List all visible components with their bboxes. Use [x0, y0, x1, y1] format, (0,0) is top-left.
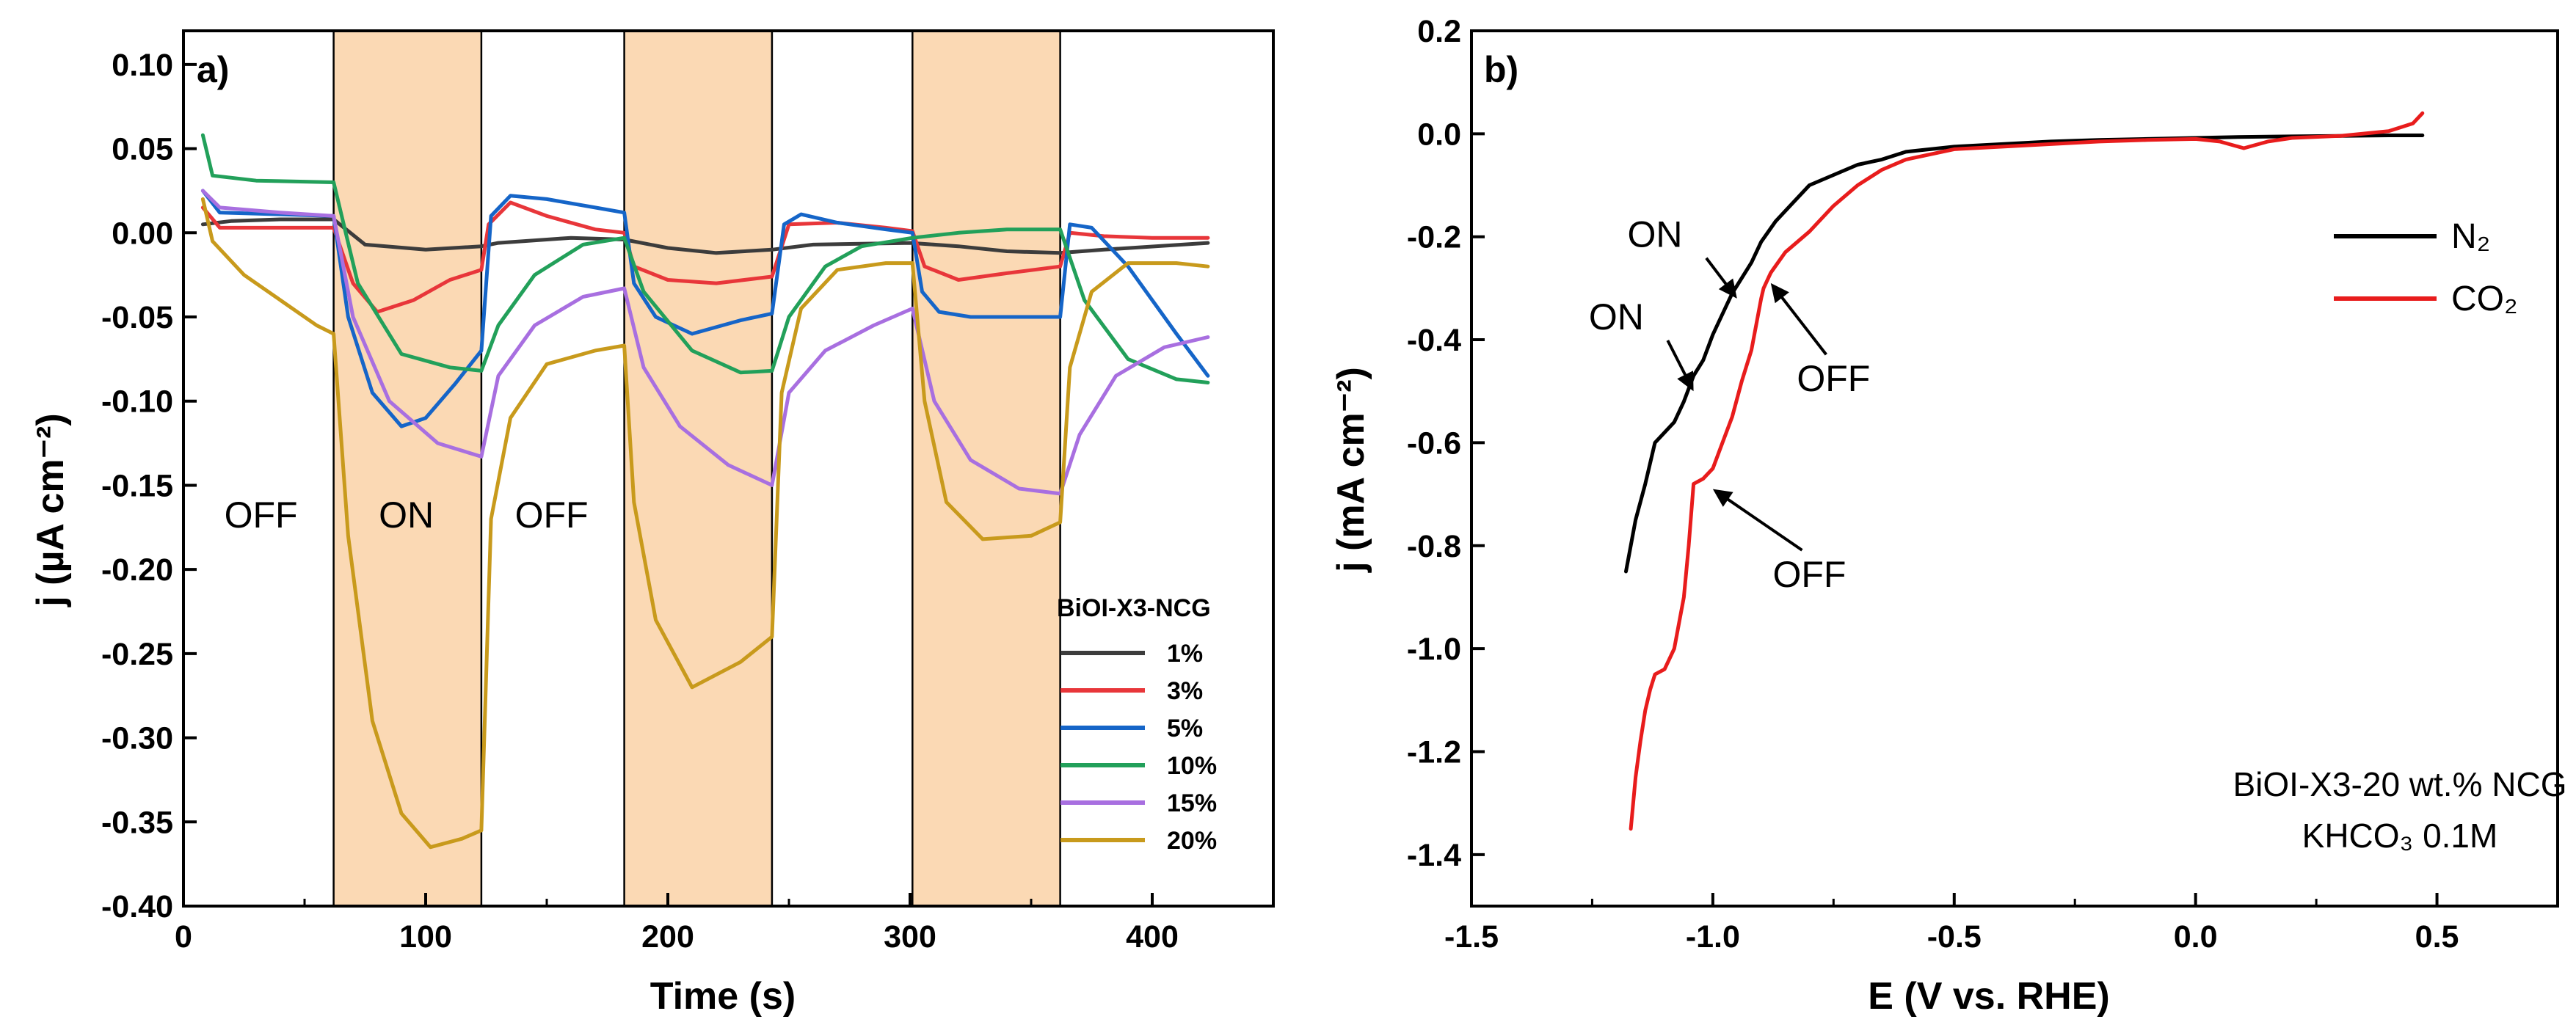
series-line-CO [1629, 111, 2425, 831]
y-axis-title: j (µA cm⁻²) [29, 413, 72, 607]
x-tick-label: -1.5 [1444, 919, 1499, 954]
legend-label: 1% [1167, 640, 1203, 668]
legend-label: 20% [1167, 827, 1217, 855]
x-tick-label: 0 [175, 919, 192, 954]
legend-label: 15% [1167, 789, 1217, 817]
y-tick-label: -1.2 [1407, 734, 1461, 770]
legend: N₂ CO₂ [2334, 217, 2518, 318]
panel-label: a) [197, 49, 229, 90]
x-axis-title: E (V vs. RHE) [1868, 975, 2109, 1018]
annotation-on: ON [379, 494, 434, 536]
y-tick-label: -0.2 [1407, 220, 1461, 255]
axis-ticks: 0 100 200 300 400 0.10 0.05 0.00 -0.05 -0.10 -0.15… [101, 48, 1179, 954]
x-tick-label: 0.5 [2415, 919, 2459, 954]
annotation-arrow-line [1705, 257, 1731, 290]
series-line-15 [200, 189, 1210, 496]
x-tick-label: 300 [884, 919, 936, 954]
x-tick-label: 200 [641, 919, 694, 954]
annotation-on: ON [1589, 296, 1644, 337]
annotation-off: OFF [515, 494, 589, 536]
x-tick-label: -1.0 [1686, 919, 1740, 954]
series-lines [1624, 111, 2425, 831]
y-tick-label: 0.00 [112, 216, 173, 251]
annotation-arrow-line [1666, 340, 1689, 382]
electrolyte-label: KHCO₃ 0.1M [2302, 817, 2498, 855]
on-region-band [332, 29, 483, 908]
y-tick-label: -0.20 [101, 552, 173, 588]
y-tick-label: -0.10 [101, 384, 173, 420]
annotation-on: ON [1627, 214, 1682, 255]
on-region-band [623, 29, 774, 908]
axis-ticks: -1.5 -1.0 -0.5 0.0 0.5 0.2 0.0 -0.2 -0.4 -0.6 -0.8… [1407, 14, 2459, 954]
legend-label: 3% [1167, 677, 1203, 705]
y-tick-label: -0.8 [1407, 529, 1461, 564]
y-tick-label: -0.30 [101, 721, 173, 756]
panel-label: b) [1484, 49, 1518, 90]
legend-label: 10% [1167, 752, 1217, 780]
series-line-10 [200, 133, 1210, 384]
y-tick-label: -0.25 [101, 637, 173, 672]
y-tick-label: -1.0 [1407, 632, 1461, 667]
sample-label: BiOI-X3-20 wt.% NCG [2233, 765, 2567, 803]
annotation-arrowhead [1677, 371, 1694, 392]
legend-label: CO₂ [2451, 280, 2518, 318]
y-tick-label: 0.2 [1417, 14, 1461, 49]
plot-frame [182, 29, 1275, 908]
x-tick-label: 0.0 [2174, 919, 2218, 954]
annotation-arrowhead [1712, 489, 1733, 507]
panel-a: 0 100 200 300 400 0.10 0.05 0.00 -0.05 -0.10 -0.15… [29, 29, 1275, 1018]
annotation-off: OFF [1797, 358, 1870, 399]
annotation-arrowhead [1718, 278, 1737, 299]
legend: BiOI-X3-NCG 1% 3% 5% 10% 15% 20% [1057, 594, 1217, 855]
y-tick-label: -0.15 [101, 468, 173, 503]
series-line-20 [200, 197, 1210, 850]
plot-frame [1470, 29, 2559, 908]
y-tick-label: -0.05 [101, 300, 173, 335]
annotation-off: OFF [1772, 554, 1846, 595]
legend-label: 5% [1167, 715, 1203, 742]
y-tick-label: -0.35 [101, 805, 173, 840]
x-tick-label: 400 [1126, 919, 1179, 954]
series-line-1 [200, 217, 1210, 255]
legend-title: BiOI-X3-NCG [1057, 594, 1211, 622]
y-tick-label: 0.05 [112, 132, 173, 167]
x-tick-label: 100 [399, 919, 452, 954]
series-line-N [1624, 134, 2425, 574]
series-lines [200, 133, 1210, 850]
annotation-off: OFF [225, 494, 298, 536]
y-tick-label: -0.40 [101, 889, 173, 924]
legend-label: N₂ [2451, 217, 2490, 256]
annotations: OFF ON OFF [225, 494, 589, 536]
annotation-arrow-line [1777, 291, 1827, 356]
x-tick-label: -0.5 [1927, 919, 1982, 954]
y-tick-label: -0.6 [1407, 426, 1461, 461]
y-tick-label: 0.0 [1417, 117, 1461, 152]
y-tick-label: -0.4 [1407, 323, 1461, 358]
y-axis-title: j (mA cm⁻²) [1330, 367, 1372, 573]
on-regions [332, 29, 1061, 908]
y-tick-label: 0.10 [112, 48, 173, 83]
x-axis-title: Time (s) [650, 975, 796, 1018]
annotation-arrowhead [1770, 282, 1789, 304]
annotations: ON ON OFF OFF [1589, 214, 1870, 595]
y-tick-label: -1.4 [1407, 838, 1461, 873]
series-line-5 [200, 189, 1210, 428]
annotation-arrow-line [1722, 494, 1803, 552]
panel-b: -1.5 -1.0 -0.5 0.0 0.5 0.2 0.0 -0.2 -0.4 -0.6 -0.8… [1330, 14, 2567, 1018]
